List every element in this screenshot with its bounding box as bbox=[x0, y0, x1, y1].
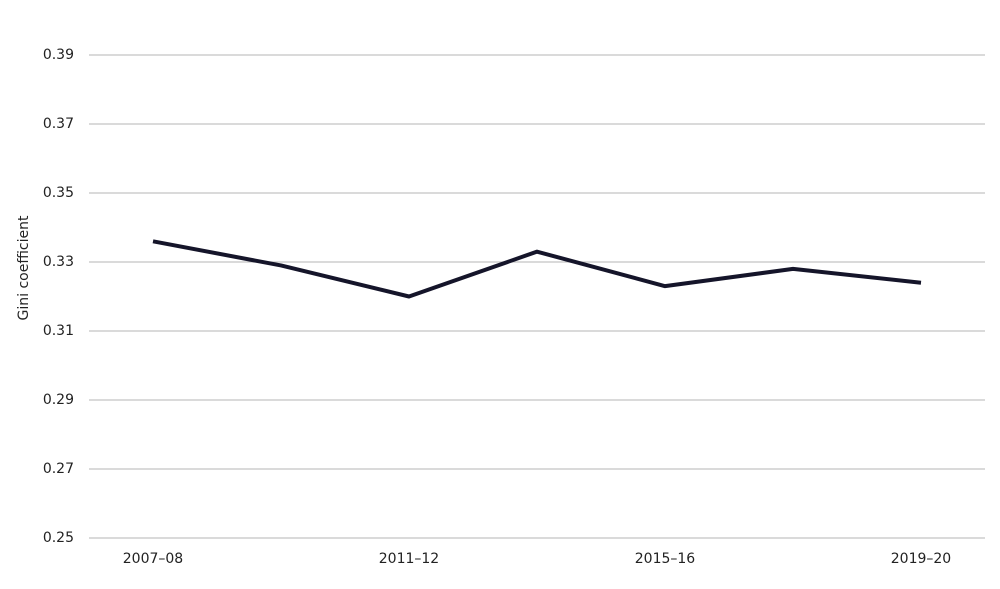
y-tick-label: 0.37 bbox=[43, 116, 74, 132]
x-tick-label: 2007–08 bbox=[123, 551, 183, 567]
y-tick-label: 0.27 bbox=[43, 461, 74, 477]
x-tick-label: 2015–16 bbox=[635, 551, 696, 567]
y-axis-label: Gini coefficient bbox=[16, 215, 32, 320]
y-tick-label: 0.35 bbox=[43, 185, 74, 201]
data-line bbox=[152, 239, 922, 299]
y-tick-label: 0.39 bbox=[43, 47, 74, 63]
y-tick-label: 0.31 bbox=[43, 323, 74, 339]
y-tick-label: 0.33 bbox=[43, 254, 74, 270]
x-tick-label: 2019–20 bbox=[891, 551, 951, 567]
y-tick-label: 0.29 bbox=[43, 392, 74, 408]
y-tick-label: 0.25 bbox=[43, 530, 74, 546]
x-tick-label: 2011–12 bbox=[379, 551, 439, 567]
